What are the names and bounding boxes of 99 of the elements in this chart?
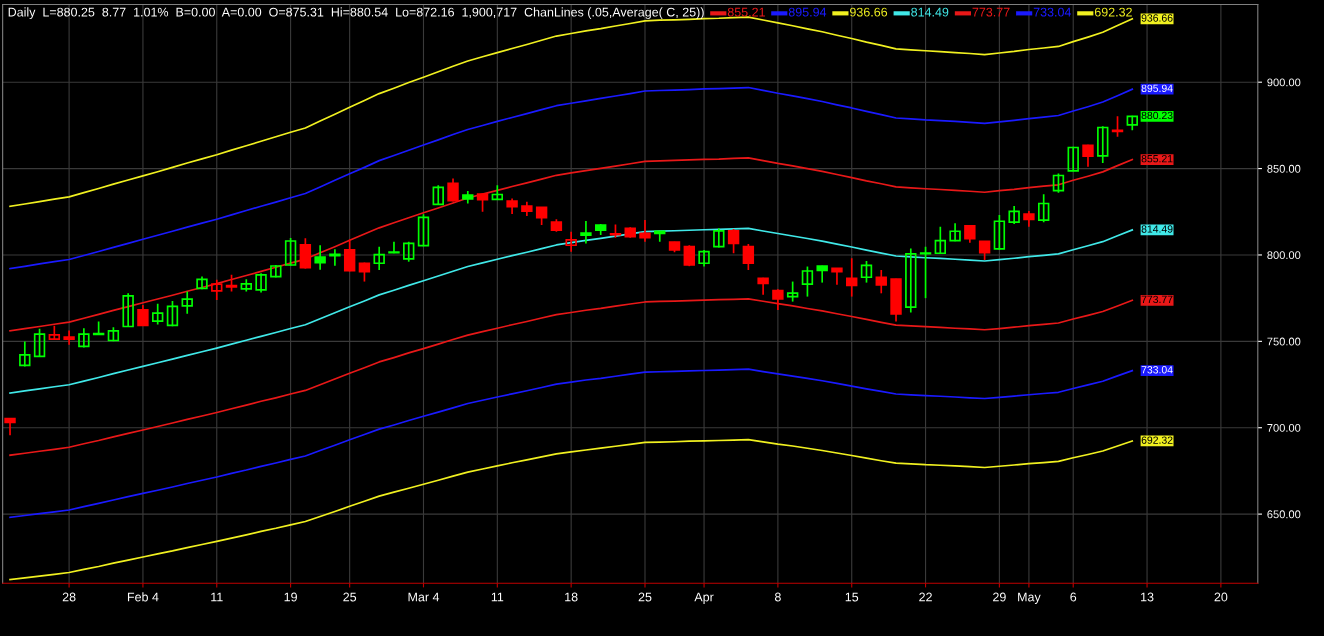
candlestick: [329, 248, 341, 267]
candlestick: [831, 267, 843, 286]
candlestick: [19, 340, 31, 368]
candlestick: [905, 247, 917, 314]
data-label: 855.21: [1141, 155, 1173, 163]
candlestick: [151, 303, 164, 326]
candlestick: [299, 237, 312, 270]
candlestick: [742, 243, 755, 271]
candlestick: [122, 292, 134, 328]
candlestick: [934, 225, 947, 255]
candlestick: [314, 244, 326, 271]
candlestick: [447, 177, 459, 203]
data-label: 936.66: [1141, 14, 1173, 22]
candlestick: [63, 329, 75, 346]
candlestick: [919, 245, 932, 299]
candlestick: [1008, 205, 1020, 225]
candlestick: [137, 304, 149, 327]
line-series: [9, 298, 1134, 457]
x-tick-label: 15: [845, 592, 859, 602]
candlestick: [373, 245, 385, 271]
candlestick: [978, 240, 991, 261]
candlestick: [240, 278, 253, 293]
x-tick-label: 8: [774, 592, 781, 602]
candlestick: [565, 230, 577, 253]
candlestick: [432, 184, 444, 206]
candlestick: [801, 265, 814, 298]
candlestick: [698, 249, 710, 268]
y-tick-label: 900.00: [1267, 78, 1301, 87]
candlestick: [1126, 114, 1138, 132]
x-tick-label: Feb 4: [127, 592, 159, 602]
x-tick-label: 11: [491, 592, 504, 602]
candlestick: [78, 327, 90, 349]
line-series: [9, 86, 1134, 270]
x-tick-label: 29: [993, 592, 1006, 602]
candlestick: [580, 220, 592, 245]
data-label: 733.04: [1141, 366, 1173, 374]
candlestick: [33, 327, 46, 358]
candlestick: [491, 184, 504, 201]
line-series: [9, 368, 1134, 519]
line-series: [9, 438, 1134, 581]
legend-label: 855.21: [727, 7, 765, 17]
x-tick-label: 25: [343, 592, 357, 602]
data-label: 814.49: [1141, 225, 1173, 233]
y-tick-label: 850.00: [1267, 164, 1301, 173]
data-label: 895.94: [1141, 84, 1173, 93]
data-label: 692.32: [1141, 436, 1173, 444]
x-tick-label: Apr: [694, 592, 714, 604]
candlestick: [875, 269, 887, 295]
candlestick: [1052, 172, 1065, 194]
candlestick: [846, 257, 858, 298]
legend-label: 733.04: [1033, 7, 1072, 17]
candlestick: [403, 240, 415, 263]
candlestick: [772, 288, 784, 311]
x-tick-label: May: [1018, 592, 1041, 604]
candlestick: [993, 214, 1006, 251]
candlestick: [388, 240, 400, 255]
candlestick: [1082, 143, 1094, 168]
legend-label: 773.77: [972, 7, 1010, 17]
candlestick: [786, 280, 799, 303]
candlestick: [343, 238, 356, 273]
candlestick: [1067, 145, 1079, 173]
candlestick: [639, 219, 651, 243]
x-tick-label: 11: [211, 592, 223, 602]
legend-label: 692.32: [1094, 7, 1132, 17]
candlestick: [181, 290, 193, 315]
data-label: 773.77: [1141, 295, 1173, 304]
x-tick-label: 13: [1141, 592, 1154, 602]
y-tick-label: 700.00: [1267, 423, 1301, 432]
candlestick: [1111, 115, 1124, 138]
candlestick: [949, 222, 961, 242]
candlestick: [860, 260, 873, 284]
chart-title: Daily L=880.25 8.77 1.01% B=0.00 A=0.00 O=875.31 Hi=880.54 Lo=872.16 1,900,717 ChanLines (.05,Average( C, 25)): [8, 7, 704, 19]
legend-label: 936.66: [850, 7, 888, 17]
candlestick: [417, 213, 430, 248]
y-tick-label: 650.00: [1267, 510, 1301, 519]
y-tick-label: 750.00: [1267, 337, 1301, 346]
candlestick: [713, 227, 725, 249]
annotation: 880.23: [1141, 111, 1173, 120]
candlestick: [1097, 125, 1109, 164]
line-series: [9, 227, 1134, 394]
candlestick: [727, 228, 740, 255]
legend-label: 814.49: [911, 7, 949, 17]
candlestick: [255, 272, 267, 294]
candlestick: [284, 237, 297, 267]
x-tick-label: 28: [62, 592, 76, 602]
x-tick-label: 20: [1214, 592, 1228, 602]
legend-label: 895.94: [788, 7, 827, 17]
x-tick-label: 19: [284, 592, 297, 602]
x-tick-label: 22: [919, 592, 932, 602]
x-tick-label: Mar 4: [408, 592, 440, 602]
y-tick-label: 800.00: [1267, 251, 1301, 260]
candlestick: [211, 279, 223, 301]
candlestick: [1037, 193, 1050, 223]
x-tick-label: 6: [1070, 592, 1077, 602]
x-tick-label: 18: [565, 592, 578, 602]
x-tick-label: 25: [638, 592, 652, 602]
line-series: [9, 157, 1134, 332]
candlestick: [358, 261, 371, 283]
candlestick: [166, 300, 179, 327]
